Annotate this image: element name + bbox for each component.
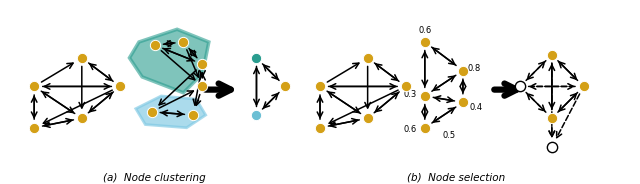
Point: [547, 117, 557, 120]
Point: [458, 101, 468, 104]
Point: [77, 56, 87, 59]
Text: 0.6: 0.6: [418, 26, 431, 35]
Point: [362, 117, 372, 120]
Point: [280, 85, 290, 88]
Point: [179, 40, 189, 43]
Point: [315, 85, 325, 88]
Text: 0.3: 0.3: [404, 90, 417, 99]
Point: [315, 126, 325, 129]
Point: [420, 40, 430, 43]
Point: [252, 114, 262, 116]
Text: 0.8: 0.8: [467, 64, 481, 73]
Point: [420, 95, 430, 98]
Point: [420, 126, 430, 129]
Point: [150, 44, 160, 47]
Point: [29, 126, 39, 129]
Point: [515, 85, 525, 88]
Text: (b)  Node selection: (b) Node selection: [408, 173, 506, 183]
Point: [547, 145, 557, 148]
Point: [547, 53, 557, 56]
Point: [115, 85, 125, 88]
Text: (a)  Node clustering: (a) Node clustering: [104, 173, 206, 183]
Text: 0.5: 0.5: [442, 131, 455, 140]
Point: [401, 85, 411, 88]
Point: [458, 69, 468, 72]
Text: 0.4: 0.4: [469, 103, 482, 112]
Polygon shape: [129, 29, 209, 93]
Polygon shape: [136, 96, 205, 128]
Point: [77, 117, 87, 120]
Point: [147, 110, 157, 113]
Point: [188, 114, 198, 116]
Point: [252, 56, 262, 59]
Point: [197, 85, 207, 88]
Point: [579, 85, 589, 88]
Point: [197, 63, 207, 66]
Point: [362, 56, 372, 59]
Point: [29, 85, 39, 88]
Text: 0.6: 0.6: [404, 125, 417, 134]
